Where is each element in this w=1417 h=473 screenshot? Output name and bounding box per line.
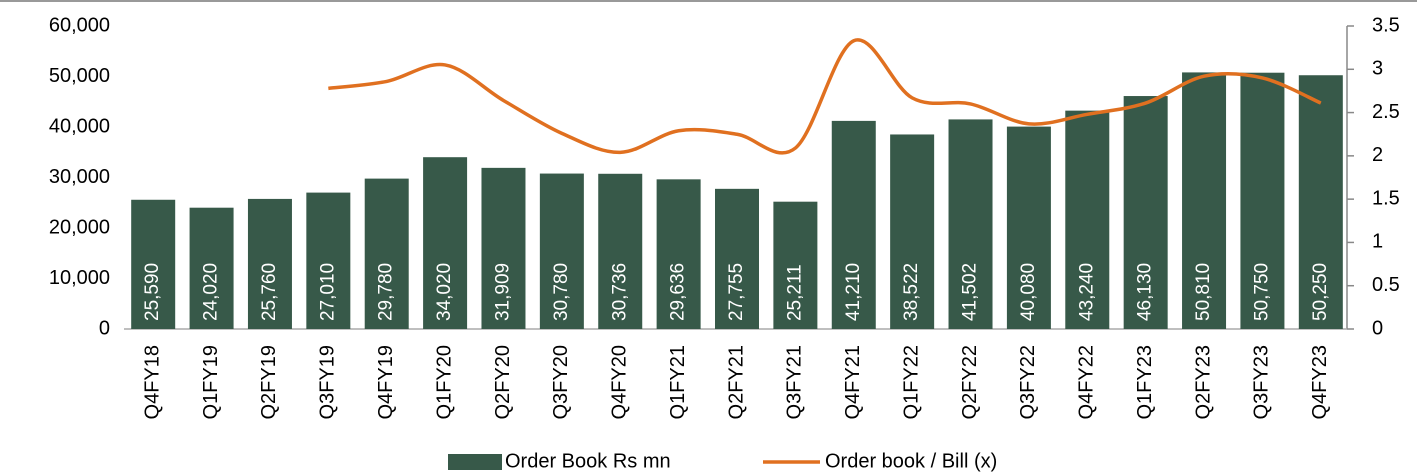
bar — [773, 201, 818, 329]
bar — [1182, 72, 1227, 330]
y-tick-label: 20,000 — [49, 216, 110, 238]
bar — [715, 188, 759, 329]
y-tick-label: 30,000 — [49, 166, 110, 188]
y2-tick-label: 3.5 — [1372, 14, 1400, 36]
x-tick-label: Q2FY20 — [492, 345, 514, 419]
bar — [481, 167, 526, 329]
bar — [1123, 96, 1168, 329]
y2-tick-label: 3 — [1372, 58, 1383, 80]
x-tick-label: Q1FY22 — [900, 345, 922, 419]
x-tick-label: Q2FY22 — [959, 345, 981, 419]
y-tick-label: 10,000 — [49, 267, 110, 289]
y-tick-label: 0 — [99, 317, 110, 339]
value-label: 25,590 — [142, 263, 163, 321]
bar — [831, 120, 876, 330]
value-label: 30,736 — [609, 263, 630, 321]
value-label: 50,810 — [1193, 263, 1214, 321]
x-tick-label: Q1FY20 — [433, 345, 455, 419]
x-tick-label: Q1FY19 — [200, 345, 222, 419]
value-label: 27,010 — [317, 263, 338, 321]
x-tick-label: Q2FY21 — [725, 345, 747, 419]
bar — [598, 173, 643, 329]
legend-label: Order Book Rs mn — [505, 450, 671, 472]
bar — [423, 157, 468, 329]
bar — [306, 192, 351, 329]
value-label: 31,909 — [492, 263, 513, 321]
legend-swatch — [448, 454, 502, 470]
bar — [247, 198, 292, 329]
x-tick-label: Q4FY21 — [842, 345, 864, 419]
x-tick-label: Q4FY20 — [609, 345, 631, 419]
x-tick-label: Q1FY23 — [1134, 345, 1156, 419]
x-tick-label: Q3FY23 — [1251, 345, 1273, 419]
value-label: 38,522 — [901, 263, 922, 321]
value-label: 34,020 — [434, 263, 455, 321]
bar — [948, 119, 993, 329]
bar — [1240, 72, 1285, 330]
bar — [1006, 126, 1051, 329]
value-label: 25,760 — [259, 263, 280, 321]
x-tick-label: Q2FY23 — [1192, 345, 1214, 419]
bar — [890, 134, 935, 329]
x-tick-label: Q4FY18 — [141, 345, 163, 419]
value-label: 50,250 — [1310, 263, 1331, 321]
value-label: 29,636 — [668, 263, 689, 321]
value-label: 29,780 — [376, 263, 397, 321]
y2-tick-label: 2.5 — [1372, 101, 1400, 123]
x-tick-label: Q4FY22 — [1076, 345, 1098, 419]
value-label: 46,130 — [1135, 263, 1156, 321]
x-tick-label: Q1FY21 — [667, 345, 689, 419]
bar — [189, 207, 234, 329]
y2-tick-label: 0 — [1372, 317, 1383, 339]
y-tick-label: 60,000 — [49, 14, 110, 36]
x-tick-label: Q2FY19 — [258, 345, 280, 419]
bar — [131, 199, 176, 329]
bar — [1298, 75, 1343, 329]
value-label: 43,240 — [1076, 263, 1097, 321]
value-label: 50,750 — [1251, 263, 1272, 321]
x-tick-label: Q4FY19 — [375, 345, 397, 419]
y2-tick-label: 1.5 — [1372, 187, 1400, 209]
x-tick-label: Q4FY23 — [1309, 345, 1331, 419]
value-label: 40,080 — [1018, 263, 1039, 321]
bar — [364, 178, 409, 329]
y-tick-label: 40,000 — [49, 115, 110, 137]
line — [328, 38, 1322, 155]
bar — [539, 173, 584, 329]
y2-tick-label: 1 — [1372, 231, 1383, 253]
y2-tick-label: 0.5 — [1372, 274, 1400, 296]
value-label: 25,211 — [784, 264, 805, 321]
value-label: 41,210 — [843, 263, 864, 321]
legend-label: Order book / Bill (x) — [825, 450, 997, 472]
value-label: 24,020 — [201, 263, 222, 321]
value-label: 41,502 — [960, 263, 981, 321]
y2-tick-label: 2 — [1372, 144, 1383, 166]
x-tick-label: Q3FY19 — [317, 345, 339, 419]
value-label: 27,755 — [726, 263, 747, 321]
bar — [656, 179, 701, 329]
value-label: 30,780 — [551, 263, 572, 321]
x-tick-label: Q3FY22 — [1017, 345, 1039, 419]
x-tick-label: Q3FY21 — [784, 345, 806, 419]
y-tick-label: 50,000 — [49, 65, 110, 87]
x-tick-label: Q3FY20 — [550, 345, 572, 419]
bar — [1065, 110, 1110, 329]
